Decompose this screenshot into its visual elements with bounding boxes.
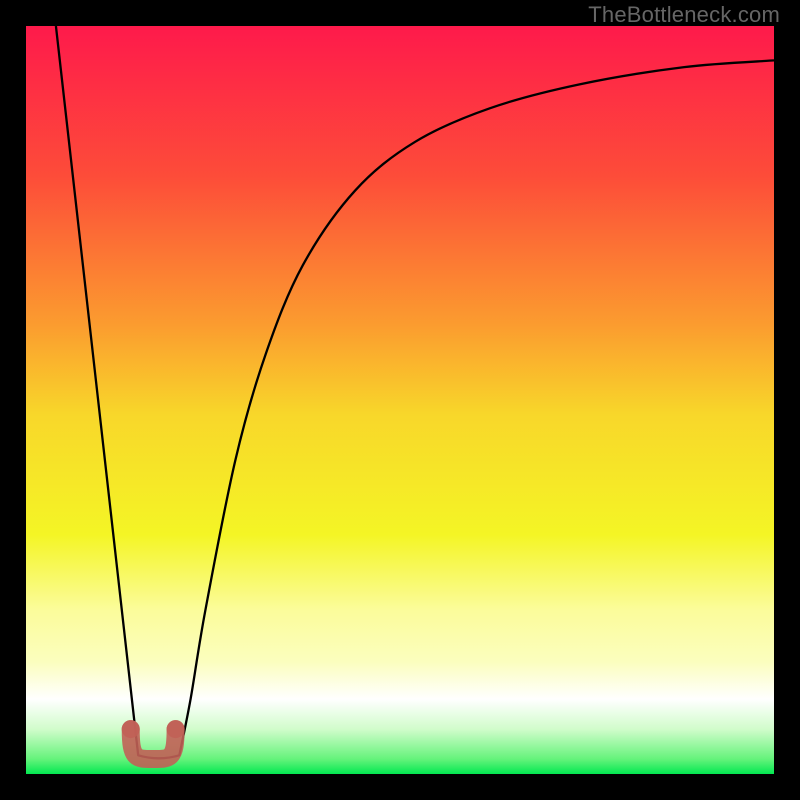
minimum-marker-endcap — [167, 720, 185, 738]
plot-background — [26, 26, 774, 774]
chart-canvas — [0, 0, 800, 800]
watermark-text: TheBottleneck.com — [588, 2, 780, 28]
minimum-marker-endcap — [122, 720, 140, 738]
